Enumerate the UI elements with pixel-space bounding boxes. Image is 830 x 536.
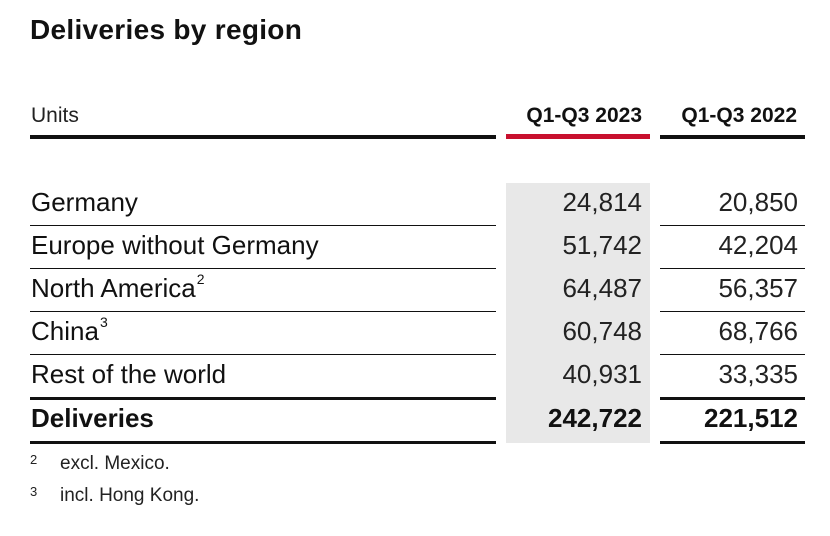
footnote-ref: 3 bbox=[99, 314, 108, 331]
footnote-text: incl. Hong Kong. bbox=[60, 485, 200, 506]
row-divider bbox=[660, 311, 805, 312]
row-label: Europe without Germany bbox=[31, 230, 319, 260]
footnote-mark: 2 bbox=[30, 452, 38, 467]
row-divider bbox=[30, 311, 496, 312]
total-rule-bottom bbox=[660, 441, 805, 444]
value-2022: 56,357 bbox=[718, 273, 798, 303]
total-rule-bottom bbox=[30, 441, 496, 444]
value-2022: 68,766 bbox=[718, 316, 798, 346]
row-label: North America2 bbox=[31, 271, 205, 303]
total-rule-top bbox=[660, 397, 805, 400]
table-row: Europe without Germany 51,742 42,204 bbox=[0, 226, 830, 268]
total-rule-top bbox=[30, 397, 496, 400]
header-accent-rule bbox=[506, 134, 650, 139]
total-value-2022: 221,512 bbox=[704, 403, 798, 433]
row-divider bbox=[660, 225, 805, 226]
row-label: Germany bbox=[31, 187, 138, 217]
total-value-2023: 242,722 bbox=[548, 403, 642, 433]
value-2023: 51,742 bbox=[562, 230, 642, 260]
row-divider bbox=[660, 268, 805, 269]
row-label: China3 bbox=[31, 314, 108, 346]
footnote: 2 excl. Mexico. bbox=[30, 452, 170, 475]
total-row: Deliveries 242,722 221,512 bbox=[0, 399, 830, 441]
value-2023: 40,931 bbox=[562, 359, 642, 389]
row-divider bbox=[30, 225, 496, 226]
value-2023: 60,748 bbox=[562, 316, 642, 346]
value-2022: 20,850 bbox=[718, 187, 798, 217]
column-header-2023: Q1-Q3 2023 bbox=[526, 104, 642, 127]
header-rule-right bbox=[660, 135, 805, 139]
table-row: Germany 24,814 20,850 bbox=[0, 183, 830, 225]
footnote: 3 incl. Hong Kong. bbox=[30, 484, 200, 507]
row-label: Rest of the world bbox=[31, 359, 227, 389]
total-label: Deliveries bbox=[31, 403, 154, 433]
value-2023: 64,487 bbox=[562, 273, 642, 303]
value-2023: 24,814 bbox=[562, 187, 642, 217]
table-row: China3 60,748 68,766 bbox=[0, 312, 830, 354]
row-divider bbox=[660, 354, 805, 355]
row-divider bbox=[30, 354, 496, 355]
table-row: Rest of the world 40,931 33,335 bbox=[0, 355, 830, 397]
header-rule-left bbox=[30, 135, 496, 139]
units-label: Units bbox=[31, 104, 79, 127]
value-2022: 42,204 bbox=[718, 230, 798, 260]
column-header-2022: Q1-Q3 2022 bbox=[681, 104, 797, 127]
footnote-ref: 2 bbox=[196, 271, 205, 288]
page-title: Deliveries by region bbox=[30, 14, 303, 45]
highlight-column-2023 bbox=[506, 183, 650, 443]
table-row: North America2 64,487 56,357 bbox=[0, 269, 830, 311]
value-2022: 33,335 bbox=[718, 359, 798, 389]
row-divider bbox=[30, 268, 496, 269]
footnote-mark: 3 bbox=[30, 484, 38, 499]
footnote-text: excl. Mexico. bbox=[60, 453, 170, 474]
